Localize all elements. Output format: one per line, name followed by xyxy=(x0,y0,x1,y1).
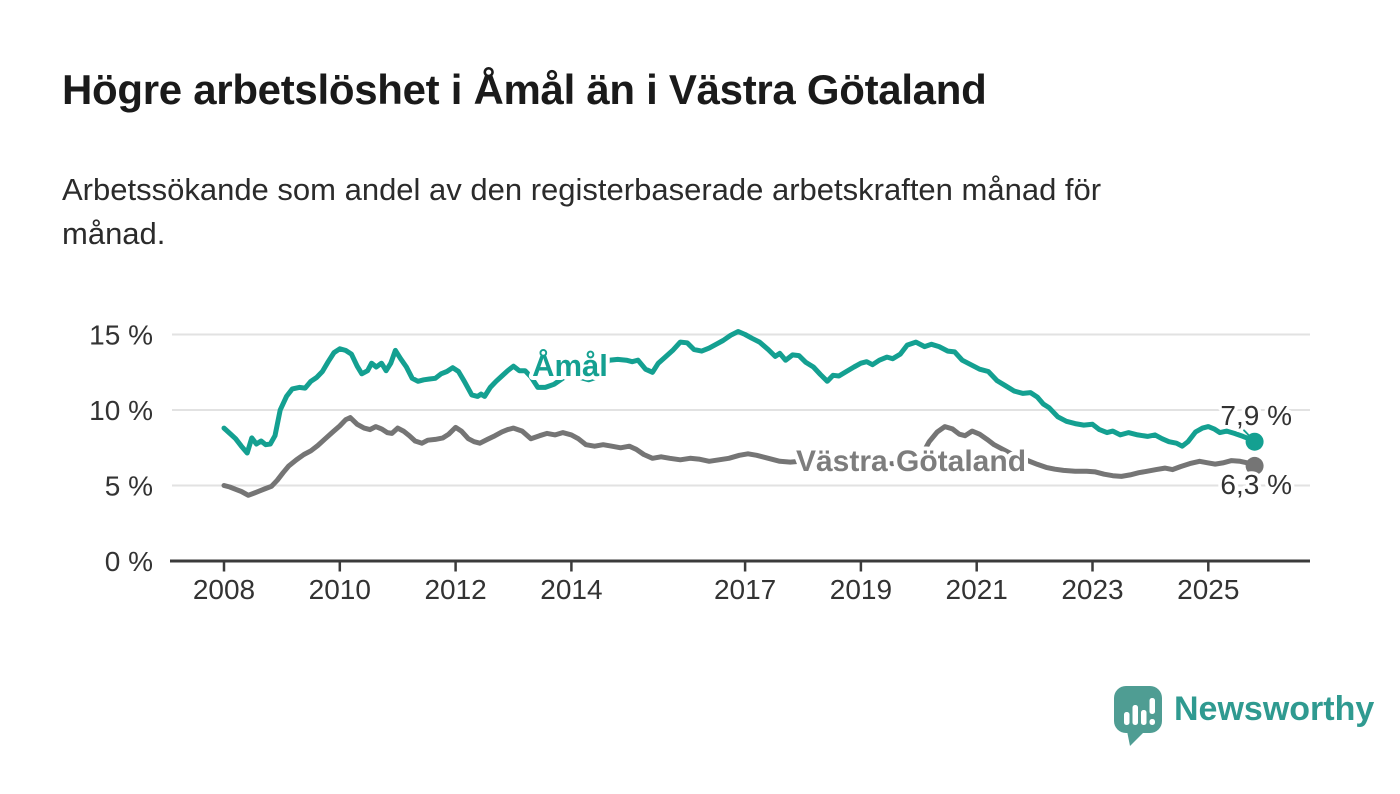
series-label-vastra-gotaland: Västra Götaland xyxy=(796,445,1026,478)
series-label-amal: Åmål xyxy=(532,348,608,383)
series-line-vastra-gotaland xyxy=(221,415,1258,498)
x-tick-label-2014: 2014 xyxy=(540,574,602,605)
series-end-dot-vastra-gotaland xyxy=(1245,456,1264,475)
y-tick-label-10: 10 % xyxy=(89,395,153,426)
y-tick-label-5: 5 % xyxy=(105,471,153,502)
x-tick-label-2010: 2010 xyxy=(309,574,371,605)
end-value-label-amal: 7,9 % xyxy=(1220,400,1292,431)
y-tick-label-0: 0 % xyxy=(105,546,153,577)
chart-subtitle: Arbetssökande som andel av den registerb… xyxy=(62,172,1102,252)
newsworthy-logo-icon xyxy=(1114,686,1162,746)
series-end-dot-amal xyxy=(1245,432,1264,451)
newsworthy-wordmark: Newsworthy xyxy=(1174,690,1375,728)
x-tick-label-2021: 2021 xyxy=(946,574,1008,605)
y-tick-label-15: 15 % xyxy=(89,320,153,351)
x-tick-label-2019: 2019 xyxy=(830,574,892,605)
page-title: Högre arbetslöshet i Åmål än i Västra Gö… xyxy=(62,66,987,113)
newsworthy-logo: Newsworthy xyxy=(1113,684,1374,747)
x-tick-label-2023: 2023 xyxy=(1061,574,1123,605)
x-tick-label-2012: 2012 xyxy=(424,574,486,605)
series-line-amal xyxy=(221,329,1258,456)
x-tick-label-2017: 2017 xyxy=(714,574,776,605)
x-tick-label-2025: 2025 xyxy=(1177,574,1239,605)
x-tick-label-2008: 2008 xyxy=(193,574,255,605)
end-value-label-vastra-gotaland: 6,3 % xyxy=(1220,469,1292,500)
